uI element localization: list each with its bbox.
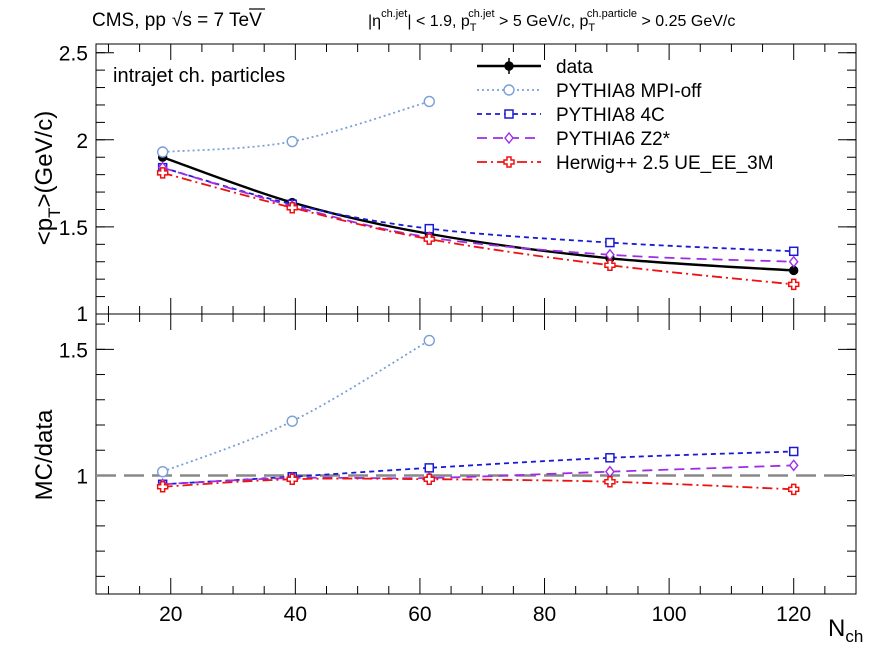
ratio-point-pythia8-4c [424,463,435,473]
top-line-pythia6-z2 [162,166,794,263]
top-point-pythia8-mpi-off [286,135,298,148]
x-tick-label: 20 [159,603,182,626]
legend-label: PYTHIA6 Z2* [556,129,671,150]
y-tick-label: 2.5 [59,43,88,66]
top-y-axis-label: <pT>(GeV/c) [31,111,64,245]
legend-marker [503,156,515,168]
panel-annotation: intrajet ch. particles [113,65,285,87]
top-line-pythia8-4c [162,166,794,253]
bottom-panel-frame [95,313,857,595]
top-point-herwig-2-5-ue-ee-3m [156,167,169,179]
ratio-point-pythia6-z2 [788,459,799,472]
legend-label: PYTHIA8 MPI-off [556,81,702,102]
header: CMS, pp √s = 7 TeV |ηch.jet| < 1.9, pTch.… [92,8,735,34]
legend-entry-pythia8-mpi-off: PYTHIA8 MPI-off [477,81,702,102]
top-point-herwig-2-5-ue-ee-3m [604,259,616,271]
top-point-pythia8-4c [788,246,799,257]
legend-marker [504,109,514,119]
top-point-herwig-2-5-ue-ee-3m [423,233,436,245]
x-tick-label: 120 [776,603,811,626]
top-point-pythia6-z2 [788,255,799,268]
y-tick-label: 2 [76,130,88,153]
ratio-point-pythia8-mpi-off [423,334,435,347]
legend-marker [504,61,514,71]
x-axis-label: Nch [828,615,863,646]
top-series-herwig-2-5-ue-ee-3m [156,167,800,291]
top-point-pythia8-mpi-off [156,146,169,158]
legend-entry-data: data [477,57,593,78]
legend-marker [503,84,515,96]
top-point-pythia8-4c [605,237,615,248]
x-tick-label: 100 [652,603,687,626]
bottom-panel: 1 1.5 20 40 60 80 100 120 MC/data Nch [31,313,863,646]
top-series-pythia8-mpi-off [156,95,435,158]
ratio-point-pythia8-4c [605,453,615,463]
top-line-data [162,156,794,272]
y-edge-label: 1 [76,303,88,326]
bottom-series [96,334,856,496]
y-tick-label: 1 [76,465,88,488]
ratio-point-herwig-2-5-ue-ee-3m [787,483,800,496]
ratio-point-herwig-2-5-ue-ee-3m [156,481,169,493]
bottom-y-axis-label: MC/data [31,409,58,500]
ratio-series-herwig-2-5-ue-ee-3m [156,473,800,496]
ratio-series-pythia8-4c [157,446,799,490]
top-point-herwig-2-5-ue-ee-3m [787,278,800,291]
ratio-point-herwig-2-5-ue-ee-3m [423,473,436,485]
legend-marker [504,131,514,145]
header-experiment: CMS, pp √s = 7 TeV [92,10,262,31]
ratio-point-pythia8-4c [788,446,799,457]
y-tick-label: 1.5 [59,217,88,240]
ratio-point-pythia8-mpi-off [286,415,298,427]
legend-entry-pythia6-z2: PYTHIA6 Z2* [477,129,671,150]
header-cuts: |ηch.jet| < 1.9, pTch.jet > 5 GeV/c, pTc… [368,8,735,34]
ratio-line-pythia8-mpi-off [162,339,430,473]
top-point-pythia8-mpi-off [423,95,435,108]
top-point-herwig-2-5-ue-ee-3m [286,201,298,214]
ratio-series-pythia8-mpi-off [156,334,435,478]
legend-entry-pythia8-4c: PYTHIA8 4C [477,105,665,126]
x-tick-label: 40 [284,603,307,626]
ratio-point-herwig-2-5-ue-ee-3m [604,475,616,488]
top-panel: 1.5 2 2.5 1 intrajet ch. particles <pT>(GeV… [31,43,857,326]
ratio-point-pythia8-mpi-off [156,465,169,478]
ratio-line-pythia6-z2 [162,464,794,486]
legend: data PYTHIA8 MPI-off PYTHIA8 4C PYTHIA6 Z2*… [477,57,774,174]
top-line-herwig-2-5-ue-ee-3m [162,172,794,286]
ratio-line-herwig-2-5-ue-ee-3m [162,477,794,491]
y-tick-label: 1.5 [59,339,88,362]
top-series-pythia6-z2 [157,161,799,268]
legend-label: data [556,57,593,78]
ratio-point-herwig-2-5-ue-ee-3m [286,473,298,485]
legend-label: Herwig++ 2.5 UE_EE_3M [556,153,774,174]
x-tick-label: 80 [533,603,556,626]
legend-label: PYTHIA8 4C [556,105,665,126]
legend-entry-herwig-2-5-ue-ee-3m: Herwig++ 2.5 UE_EE_3M [477,153,774,174]
x-tick-label: 60 [408,603,431,626]
bottom-axes: 1 1.5 20 40 60 80 100 120 [59,314,857,626]
top-series [156,95,800,291]
ratio-line-pythia8-4c [162,450,794,486]
